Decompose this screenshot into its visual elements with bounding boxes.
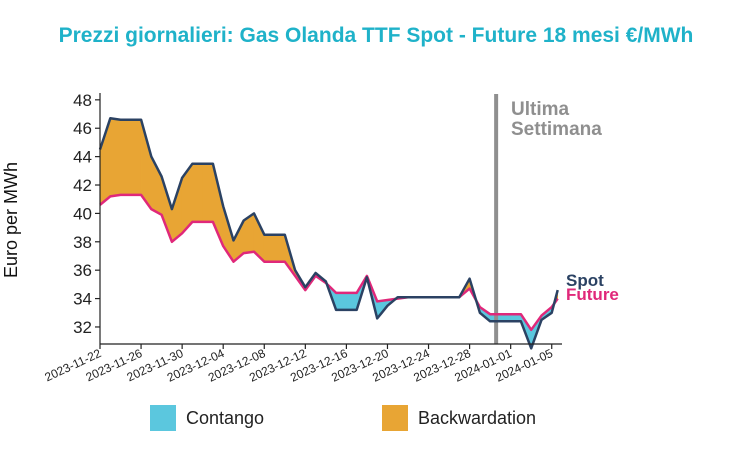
y-tick-label: 34 bbox=[73, 290, 92, 309]
contango-area bbox=[346, 292, 357, 311]
backwardation-area bbox=[192, 163, 203, 223]
backwardation-area bbox=[130, 119, 142, 196]
legend-item-contango: Contango bbox=[150, 404, 264, 432]
annotation-line-2: Settimana bbox=[511, 119, 602, 140]
backwardation-area bbox=[171, 177, 183, 243]
series-line-spot bbox=[98, 117, 559, 350]
legend-label-contango: Contango bbox=[186, 407, 265, 428]
legend-swatch-backwardation bbox=[382, 405, 408, 431]
backwardation-area bbox=[274, 234, 286, 262]
y-axis-label: Euro per MWh bbox=[1, 162, 21, 278]
backwardation-area bbox=[263, 234, 275, 262]
legend-item-backwardation: Backwardation bbox=[382, 404, 536, 432]
backwardation-area bbox=[120, 119, 132, 196]
backwardation-area bbox=[161, 176, 173, 242]
series-line-future bbox=[99, 193, 559, 332]
backwardation-area bbox=[202, 163, 214, 223]
contango-area bbox=[335, 292, 347, 311]
annotation-line-1: Ultima bbox=[511, 99, 570, 120]
legend-swatch-contango bbox=[150, 405, 176, 431]
legend-label-backwardation: Backwardation bbox=[418, 407, 537, 428]
y-tick-label: 48 bbox=[73, 91, 92, 110]
y-tick-label: 42 bbox=[73, 176, 92, 195]
y-tick-label: 36 bbox=[73, 261, 92, 280]
series-label-spot: Spot bbox=[566, 271, 604, 290]
y-tick-label: 46 bbox=[73, 119, 92, 138]
y-tick-label: 44 bbox=[73, 148, 92, 167]
y-tick-label: 40 bbox=[73, 204, 92, 223]
y-tick-label: 32 bbox=[73, 318, 92, 337]
backwardation-area bbox=[109, 117, 121, 197]
chart-title: Prezzi giornalieri: Gas Olanda TTF Spot … bbox=[58, 24, 694, 47]
series-label-future: Future bbox=[566, 285, 619, 304]
y-tick-label: 38 bbox=[73, 233, 92, 252]
